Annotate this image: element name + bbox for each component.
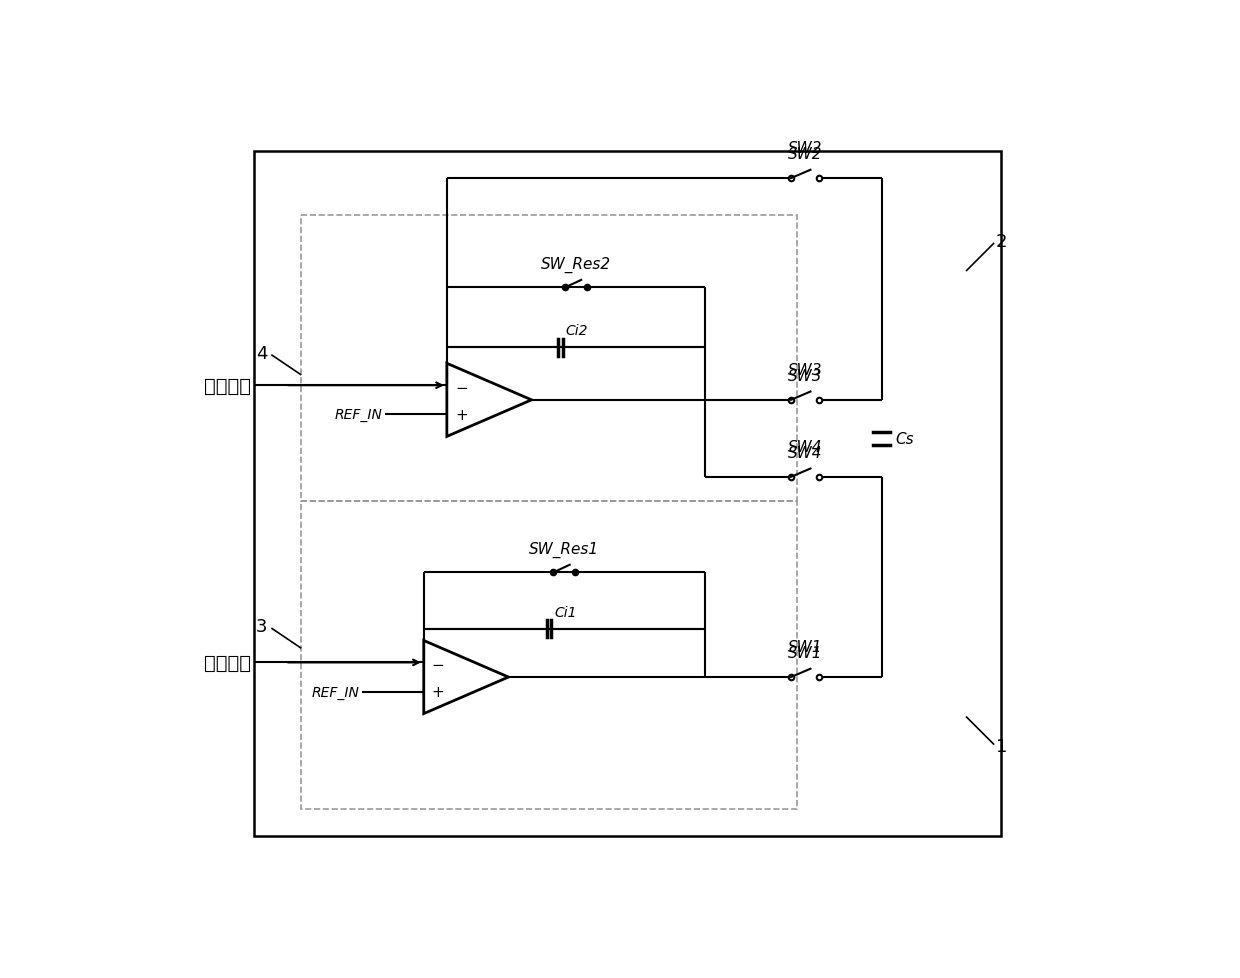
Text: SW1: SW1 (787, 640, 822, 654)
Text: 1: 1 (996, 737, 1007, 756)
Text: SW1: SW1 (787, 645, 822, 660)
Text: 共模信号: 共模信号 (203, 653, 250, 672)
Bar (254, 152, 1001, 836)
Text: REF_IN: REF_IN (311, 685, 360, 699)
Text: 2: 2 (996, 233, 1007, 251)
Text: $-$: $-$ (455, 378, 467, 393)
Text: SW4: SW4 (787, 439, 822, 454)
Text: SW2: SW2 (787, 147, 822, 162)
Bar (300, 502, 797, 810)
Text: Ci2: Ci2 (565, 324, 588, 338)
Text: SW_Res1: SW_Res1 (529, 541, 599, 557)
Text: REF_IN: REF_IN (335, 408, 382, 422)
Text: SW4: SW4 (787, 445, 822, 461)
Text: $+$: $+$ (455, 408, 467, 422)
Text: 指纹信号: 指纹信号 (203, 377, 250, 395)
Text: SW_Res2: SW_Res2 (541, 256, 611, 273)
Text: 4: 4 (255, 344, 268, 363)
Text: SW3: SW3 (787, 369, 822, 383)
Text: $-$: $-$ (432, 655, 445, 670)
Text: 3: 3 (255, 617, 268, 636)
Text: Cs: Cs (895, 431, 914, 446)
Text: SW2: SW2 (787, 141, 822, 156)
Text: $+$: $+$ (432, 685, 445, 699)
Text: Ci1: Ci1 (554, 605, 577, 619)
Text: SW3: SW3 (787, 363, 822, 378)
Bar (300, 216, 797, 502)
